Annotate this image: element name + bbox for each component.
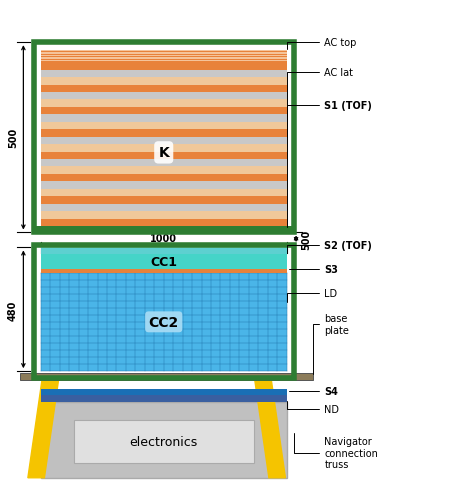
Bar [41, 86, 287, 93]
Bar [41, 115, 287, 123]
Bar [41, 71, 287, 78]
Bar [41, 174, 287, 182]
Bar [41, 402, 287, 478]
Bar [41, 273, 287, 371]
Bar [41, 270, 287, 273]
Text: S1 (TOF): S1 (TOF) [324, 101, 372, 111]
Bar [34, 43, 294, 233]
Text: 500: 500 [8, 128, 18, 148]
Bar [41, 63, 287, 71]
Bar [41, 56, 287, 57]
Text: S2 (TOF): S2 (TOF) [324, 240, 372, 250]
Text: AC lat: AC lat [324, 68, 354, 78]
Text: AC top: AC top [324, 38, 357, 48]
Bar [41, 211, 287, 219]
Bar [41, 52, 287, 53]
Bar [41, 100, 287, 108]
Bar [41, 61, 287, 62]
Bar [41, 145, 287, 152]
Bar [41, 219, 287, 226]
Bar [41, 58, 287, 60]
Bar [41, 249, 287, 254]
Bar [34, 226, 294, 233]
Bar [41, 51, 287, 52]
Bar [41, 182, 287, 189]
Bar [41, 78, 287, 86]
Text: S4: S4 [324, 386, 338, 396]
Text: CC1: CC1 [150, 256, 177, 269]
Bar [41, 130, 287, 137]
Bar [41, 197, 287, 204]
Text: CC2: CC2 [149, 315, 179, 329]
Bar [41, 57, 287, 58]
Bar [41, 53, 287, 55]
Bar [41, 204, 287, 211]
Text: 500: 500 [301, 229, 311, 249]
Text: 1000: 1000 [150, 234, 177, 244]
Bar [41, 254, 287, 270]
Text: electronics: electronics [129, 435, 198, 448]
Bar [41, 160, 287, 167]
Bar [41, 167, 287, 174]
Polygon shape [255, 380, 285, 478]
Bar [41, 93, 287, 100]
Text: LD: LD [324, 288, 337, 298]
Polygon shape [28, 380, 59, 478]
Bar [74, 420, 254, 463]
Bar [41, 55, 287, 56]
Bar [41, 123, 287, 130]
Text: ND: ND [324, 404, 339, 414]
Bar [41, 246, 287, 249]
Bar [19, 373, 313, 380]
Bar [41, 189, 287, 197]
Bar [41, 395, 287, 402]
Bar [41, 389, 287, 395]
Bar [41, 62, 287, 63]
Bar [41, 60, 287, 61]
Bar [41, 108, 287, 115]
Text: S3: S3 [324, 265, 338, 275]
Text: base
plate: base plate [324, 314, 349, 335]
Bar [34, 245, 294, 378]
Bar [41, 152, 287, 160]
Text: Navigator
connection
truss: Navigator connection truss [324, 436, 378, 469]
Text: K: K [158, 146, 169, 160]
Text: 480: 480 [8, 300, 18, 320]
Bar [41, 137, 287, 145]
